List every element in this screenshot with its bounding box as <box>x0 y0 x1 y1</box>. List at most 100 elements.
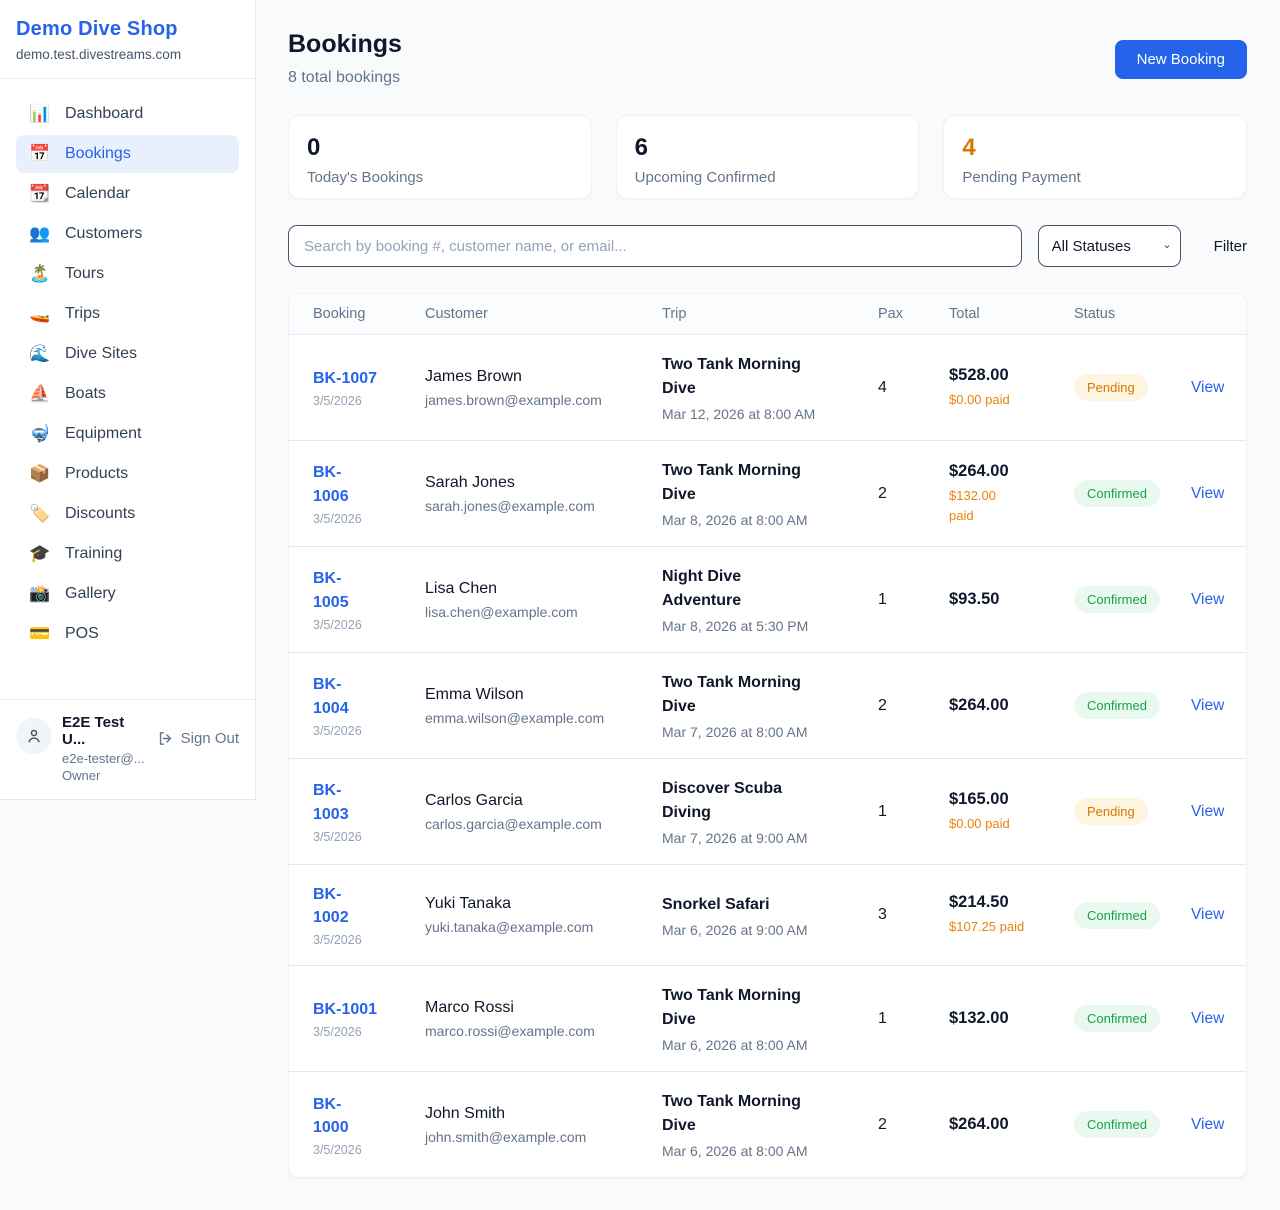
pax-count: 3 <box>878 906 887 924</box>
stat-label: Today's Bookings <box>307 169 424 186</box>
view-link[interactable]: View <box>1191 696 1225 714</box>
booking-id-link[interactable]: BK-1004 <box>313 676 349 717</box>
user-section: E2E Test U... e2e-tester@... Owner Sign … <box>0 699 255 799</box>
booking-date: 3/5/2026 <box>313 933 362 948</box>
status-badge: Pending <box>1074 374 1148 401</box>
view-link[interactable]: View <box>1191 906 1225 924</box>
table-row: BK-1003 3/5/2026 Carlos Garcia carlos.ga… <box>289 758 1246 864</box>
customer-name: Carlos Garcia <box>425 791 523 809</box>
table-header-row: Booking Customer Trip Pax Total Status <box>289 294 1246 335</box>
status-badge: Confirmed <box>1074 586 1160 613</box>
filter-row: All Statuses ⌄ Filter <box>288 225 1247 267</box>
trip-name: Discover Scuba Diving <box>662 780 783 821</box>
trip-time: Mar 12, 2026 at 8:00 AM <box>662 406 816 422</box>
total-amount: $214.50 <box>949 893 1009 912</box>
status-select[interactable]: All Statuses <box>1037 225 1181 267</box>
sidebar-item-tours[interactable]: 🏝️ Tours <box>16 255 239 293</box>
customer-name: Sarah Jones <box>425 473 515 491</box>
table-row: BK-1007 3/5/2026 James Brown james.brown… <box>289 335 1246 440</box>
table-row: BK-1006 3/5/2026 Sarah Jones sarah.jones… <box>289 440 1246 546</box>
sidebar-item-dive-sites[interactable]: 🌊 Dive Sites <box>16 335 239 373</box>
trip-name: Two Tank Morning Dive <box>662 987 801 1029</box>
sidebar-item-boats[interactable]: ⛵ Boats <box>16 375 239 413</box>
stat-value: 4 <box>962 134 976 161</box>
column-header-pax: Pax <box>878 306 903 322</box>
view-link[interactable]: View <box>1191 1115 1225 1133</box>
view-link[interactable]: View <box>1191 802 1225 820</box>
page-header: Bookings 8 total bookings New Booking <box>288 30 1247 87</box>
column-header-booking: Booking <box>313 306 366 322</box>
stat-label: Upcoming Confirmed <box>634 169 776 186</box>
booking-id-link[interactable]: BK-1007 <box>313 369 378 387</box>
paid-amount: $0.00 paid <box>949 815 1010 831</box>
view-link[interactable]: View <box>1191 378 1225 396</box>
sidebar-item-bookings[interactable]: 📅 Bookings <box>16 135 239 173</box>
sidebar-item-discounts[interactable]: 🏷️ Discounts <box>16 495 239 533</box>
new-booking-button[interactable]: New Booking <box>1114 40 1247 79</box>
sign-out-button[interactable]: Sign Out <box>157 730 239 747</box>
discounts-icon: 🏷️ <box>29 504 51 523</box>
customer-email: lisa.chen@example.com <box>425 603 578 620</box>
pax-count: 1 <box>878 590 887 608</box>
stat-label: Pending Payment <box>962 169 1081 186</box>
customer-email: sarah.jones@example.com <box>425 497 595 514</box>
customer-name: Marco Rossi <box>425 998 514 1016</box>
tours-icon: 🏝️ <box>29 264 51 283</box>
booking-id-link[interactable]: BK-1003 <box>313 782 349 823</box>
stat-card-pending-payment: 4 Pending Payment <box>943 115 1248 199</box>
dashboard-icon: 📊 <box>29 104 51 123</box>
booking-id-link[interactable]: BK-1006 <box>313 464 349 505</box>
view-link[interactable]: View <box>1191 1009 1225 1027</box>
sidebar-item-products[interactable]: 📦 Products <box>16 455 239 493</box>
booking-id-link[interactable]: BK-1000 <box>313 1095 349 1136</box>
customer-email: james.brown@example.com <box>425 391 602 408</box>
table-row: BK-1001 3/5/2026 Marco Rossi marco.rossi… <box>289 965 1246 1071</box>
sidebar-item-label: Calendar <box>65 185 130 202</box>
status-badge: Confirmed <box>1074 692 1160 719</box>
trips-icon: 🚤 <box>29 304 51 323</box>
sidebar-item-training[interactable]: 🎓 Training <box>16 535 239 573</box>
shop-name: Demo Dive Shop <box>16 18 178 40</box>
sidebar-item-label: Products <box>65 465 129 482</box>
paid-amount: $132.00 paid <box>949 488 996 523</box>
customer-email: emma.wilson@example.com <box>425 709 605 726</box>
bookings-table: Booking Customer Trip Pax Total Status B… <box>288 293 1247 1179</box>
table-row: BK-1005 3/5/2026 Lisa Chen lisa.chen@exa… <box>289 546 1246 652</box>
total-amount: $264.00 <box>949 462 1009 480</box>
sign-out-label: Sign Out <box>180 730 239 747</box>
trip-name: Two Tank Morning Dive <box>662 674 801 715</box>
sidebar-item-label: Training <box>65 545 123 562</box>
customer-email: john.smith@example.com <box>425 1128 587 1145</box>
customer-name: Yuki Tanaka <box>425 895 511 913</box>
booking-id-link[interactable]: BK-1001 <box>313 1001 378 1019</box>
trip-name: Two Tank Morning Dive <box>662 1093 801 1135</box>
sidebar-item-trips[interactable]: 🚤 Trips <box>16 295 239 333</box>
sidebar-item-label: POS <box>65 625 99 642</box>
dive-sites-icon: 🌊 <box>29 344 51 363</box>
booking-date: 3/5/2026 <box>313 1025 362 1040</box>
page-title: Bookings <box>288 30 402 58</box>
customers-icon: 👥 <box>29 224 51 243</box>
stats-row: 0 Today's Bookings 6 Upcoming Confirmed … <box>288 115 1248 199</box>
sidebar-item-dashboard[interactable]: 📊 Dashboard <box>16 95 239 133</box>
total-amount: $264.00 <box>949 1115 1009 1134</box>
pax-count: 2 <box>878 696 887 714</box>
booking-id-link[interactable]: BK-1005 <box>313 570 349 611</box>
sidebar-item-calendar[interactable]: 📆 Calendar <box>16 175 239 213</box>
trip-name: Snorkel Safari <box>662 895 770 913</box>
sidebar-item-pos[interactable]: 💳 POS <box>16 615 239 653</box>
filter-button[interactable]: Filter <box>1213 237 1247 255</box>
user-email: e2e-tester@... <box>62 751 145 766</box>
total-amount: $528.00 <box>949 365 1009 384</box>
paid-amount: $0.00 paid <box>949 391 1010 407</box>
sidebar-item-customers[interactable]: 👥 Customers <box>16 215 239 253</box>
pax-count: 2 <box>878 484 887 502</box>
search-input[interactable] <box>288 225 1022 267</box>
sidebar-item-equipment[interactable]: 🤿 Equipment <box>16 415 239 453</box>
view-link[interactable]: View <box>1191 590 1225 608</box>
view-link[interactable]: View <box>1191 484 1225 502</box>
sidebar-item-gallery[interactable]: 📸 Gallery <box>16 575 239 613</box>
booking-id-link[interactable]: BK-1002 <box>313 886 349 927</box>
sidebar-item-label: Bookings <box>65 145 131 162</box>
customer-email: marco.rossi@example.com <box>425 1022 595 1039</box>
